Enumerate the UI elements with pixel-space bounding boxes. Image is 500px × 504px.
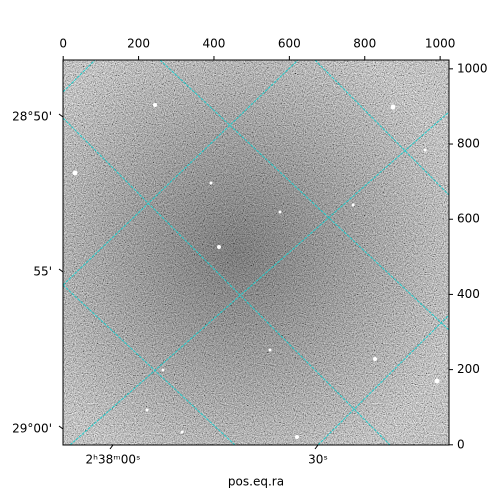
y-tick-label: 800 [457, 137, 480, 151]
x-tick-label: 600 [278, 37, 301, 51]
dec-label: 28°50' [12, 110, 52, 124]
dec-tick [58, 268, 64, 273]
x-tick-label: 1000 [425, 37, 456, 51]
x-axis-label: pos.eq.ra [228, 475, 284, 489]
ra-label: 2ʰ38ᵐ00ˢ [86, 453, 141, 467]
stars [72, 103, 440, 439]
x-tick-label: 800 [353, 37, 376, 51]
frame [62, 59, 450, 446]
dec-tick [58, 425, 64, 430]
x-tick-label: 200 [127, 37, 150, 51]
x-tick-label: 400 [203, 37, 226, 51]
y-tick-label: 1000 [457, 61, 488, 75]
x-tick-label: 0 [59, 37, 67, 51]
coordinate-grid [63, 60, 449, 445]
dec-label: 29°00' [12, 422, 52, 436]
dec-tick [58, 113, 64, 118]
ra-label: 30ˢ [308, 453, 328, 467]
y-tick-label: 600 [457, 212, 480, 226]
dec-label: 55' [33, 265, 52, 279]
ra-tick [314, 444, 319, 450]
ra-tick [109, 444, 114, 450]
y-tick-label: 200 [457, 362, 480, 376]
sky-image [63, 60, 449, 445]
y-tick-label: 0 [457, 437, 465, 451]
y-tick-label: 400 [457, 287, 480, 301]
